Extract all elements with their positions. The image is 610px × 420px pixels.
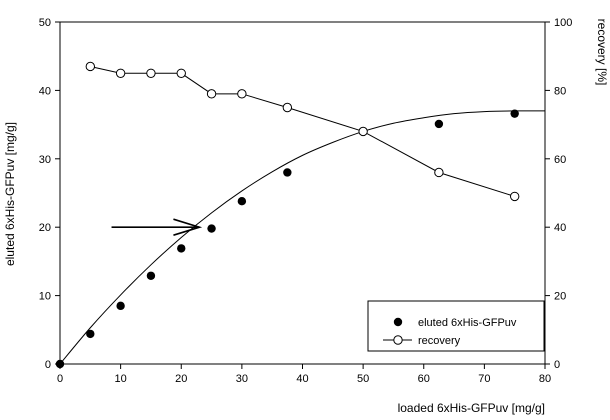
recovery-point <box>115 68 126 79</box>
legend-marker-recovery <box>393 335 403 345</box>
recovery-point <box>85 61 96 72</box>
eluted-point <box>207 224 216 233</box>
recovery-point <box>146 68 156 79</box>
legend-marker-eluted <box>393 317 403 327</box>
eluted-point <box>283 168 292 177</box>
annotation-layer <box>111 218 203 236</box>
y2-tick-label: 80 <box>554 85 566 97</box>
y2-tick-label: 0 <box>554 359 560 371</box>
recovery-point <box>206 89 217 99</box>
y2-axis-ticks: 0 20 40 60 80 100 <box>545 17 572 371</box>
x-tick-label: 70 <box>478 373 490 385</box>
recovery-line <box>90 65 515 197</box>
recovery-point <box>282 102 293 113</box>
eluted-point <box>116 301 125 311</box>
y-tick-label: 40 <box>39 85 51 97</box>
x-tick-label: 80 <box>539 373 551 385</box>
x-axis-title: loaded 6xHis-GFPuv [mg/g] <box>398 401 545 415</box>
x-tick-label: 20 <box>175 373 187 385</box>
recovery-point <box>176 68 186 79</box>
legend: eluted 6xHis-GFPuv recovery <box>367 300 545 352</box>
eluted-point <box>146 271 156 280</box>
x-tick-label: 50 <box>357 373 369 385</box>
eluted-fit-curve <box>59 110 546 365</box>
y2-tick-label: 60 <box>554 154 566 166</box>
y2-tick-label: 100 <box>554 17 572 29</box>
eluted-point <box>86 329 95 339</box>
y-tick-label: 30 <box>39 154 51 166</box>
y-tick-label: 0 <box>45 359 51 371</box>
eluted-point <box>434 119 444 129</box>
recovery-point <box>358 126 368 137</box>
recovery-point <box>237 89 247 99</box>
y-axis-title: eluted 6xHis-GFPuv [mg/g] <box>3 122 17 266</box>
eluted-point <box>510 109 519 118</box>
x-axis-ticks: 0 10 20 30 40 50 60 70 80 <box>57 364 551 385</box>
y-axis-ticks: 0 10 20 30 40 50 <box>39 17 60 371</box>
y-tick-label: 10 <box>39 291 51 303</box>
x-tick-label: 60 <box>418 373 430 385</box>
y2-axis-title: recovery [%] <box>595 19 609 86</box>
arrow-head <box>173 218 203 236</box>
legend-label-eluted: eluted 6xHis-GFPuv <box>418 317 517 329</box>
series-layer <box>55 61 546 369</box>
legend-label-recovery: recovery <box>418 335 461 347</box>
x-tick-label: 40 <box>296 373 308 385</box>
eluted-point <box>177 244 186 253</box>
y-tick-label: 20 <box>39 222 51 234</box>
recovery-point <box>434 167 444 178</box>
x-tick-label: 10 <box>115 373 127 385</box>
eluted-point <box>55 359 65 369</box>
eluted-point <box>237 197 247 206</box>
x-tick-label: 0 <box>57 373 63 385</box>
x-tick-label: 30 <box>236 373 248 385</box>
recovery-point <box>509 191 520 202</box>
y2-tick-label: 40 <box>554 222 566 234</box>
y-tick-label: 50 <box>39 17 51 29</box>
y2-tick-label: 20 <box>554 291 566 303</box>
